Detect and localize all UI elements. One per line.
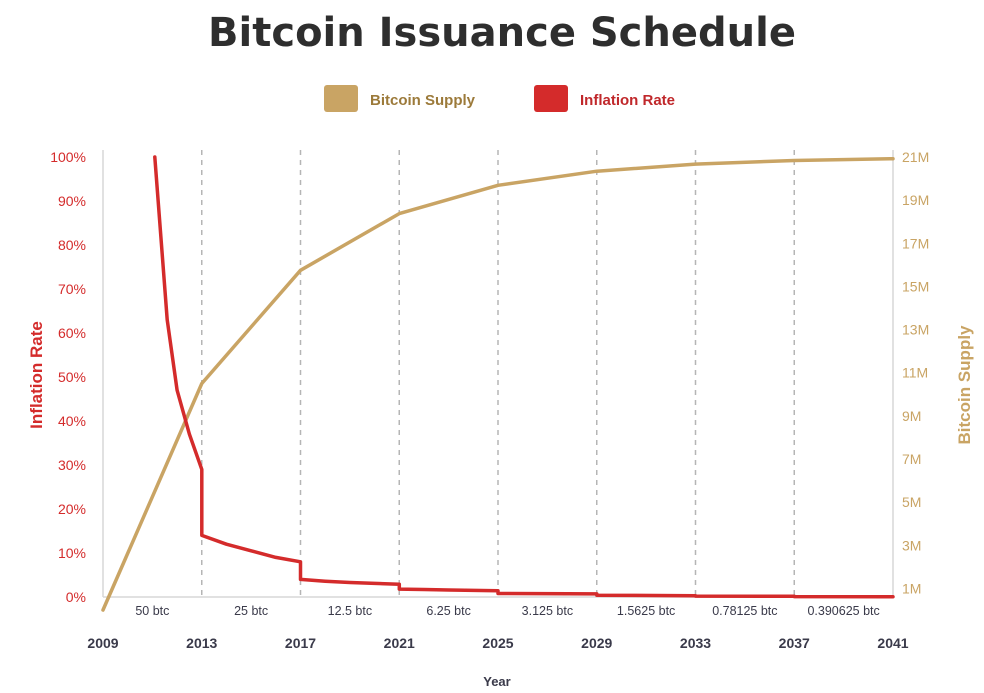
y-left-tick-label: 10% xyxy=(58,545,86,561)
series-layer xyxy=(101,155,895,612)
x-tick-label: 2017 xyxy=(285,635,316,651)
y-right-tick-label: 3M xyxy=(902,537,921,553)
y-left-tick-label: 50% xyxy=(58,369,86,385)
series-line-inflation-rate xyxy=(153,155,895,599)
era-label-7: 0.390625 btc xyxy=(807,604,879,618)
y-right-tick-label: 19M xyxy=(902,192,929,208)
legend-swatch-inflation xyxy=(534,85,568,112)
x-tick-label: 2013 xyxy=(186,635,217,651)
grid-layer xyxy=(201,150,795,597)
series-line-bitcoin-supply xyxy=(101,156,895,612)
y-right-tick-label: 1M xyxy=(902,580,921,596)
legend-label-supply: Bitcoin Supply xyxy=(370,92,476,109)
y-axis-left-title: Inflation Rate xyxy=(27,321,46,429)
y-left-tick-label: 80% xyxy=(58,237,86,253)
legend: Bitcoin Supply Inflation Rate xyxy=(324,85,675,112)
era-label-3: 6.25 btc xyxy=(426,604,470,618)
y-right-tick-label: 9M xyxy=(902,408,921,424)
y-right-tick-label: 17M xyxy=(902,235,929,251)
y-right-tick-label: 7M xyxy=(902,451,921,467)
y-left-tick-label: 40% xyxy=(58,413,86,429)
x-tick-label: 2029 xyxy=(581,635,612,651)
y-left-tick-label: 60% xyxy=(58,325,86,341)
era-label-5: 1.5625 btc xyxy=(617,604,675,618)
y-left-tick-label: 90% xyxy=(58,193,86,209)
y-left-tick-label: 0% xyxy=(66,589,86,605)
y-right-tick-label: 5M xyxy=(902,494,921,510)
era-label-4: 3.125 btc xyxy=(522,604,573,618)
era-label-2: 12.5 btc xyxy=(328,604,372,618)
legend-swatch-supply xyxy=(324,85,358,112)
x-tick-label: 2041 xyxy=(877,635,908,651)
era-label-0: 50 btc xyxy=(135,604,169,618)
y-left-tick-label: 20% xyxy=(58,501,86,517)
y-right-tick-label: 13M xyxy=(902,322,929,338)
x-tick-label: 2009 xyxy=(87,635,118,651)
x-tick-label: 2033 xyxy=(680,635,711,651)
y-left-tick-label: 30% xyxy=(58,457,86,473)
x-tick-label: 2021 xyxy=(384,635,415,651)
legend-label-inflation: Inflation Rate xyxy=(580,92,675,109)
tick-layer: 0% 10% 20% 30% 40% 50% 60% 70% 80% 90% 100% 1M 3M 5M 7… xyxy=(50,149,929,651)
y-right-tick-label: 11M xyxy=(902,365,928,381)
y-right-tick-label: 15M xyxy=(902,278,929,294)
x-tick-label: 2037 xyxy=(779,635,810,651)
x-axis-title: Year xyxy=(483,674,510,689)
x-tick-label: 2025 xyxy=(482,635,513,651)
y-left-tick-label: 100% xyxy=(50,149,86,165)
era-label-1: 25 btc xyxy=(234,604,268,618)
y-axis-right-title: Bitcoin Supply xyxy=(955,325,974,445)
era-label-layer: 50 btc 25 btc 12.5 btc 6.25 btc 3.125 btc 1.5… xyxy=(135,604,879,618)
chart-title: Bitcoin Issuance Schedule xyxy=(208,10,796,56)
y-left-tick-label: 70% xyxy=(58,281,86,297)
era-label-6: 0.78125 btc xyxy=(712,604,777,618)
y-right-tick-label: 21M xyxy=(902,149,929,165)
